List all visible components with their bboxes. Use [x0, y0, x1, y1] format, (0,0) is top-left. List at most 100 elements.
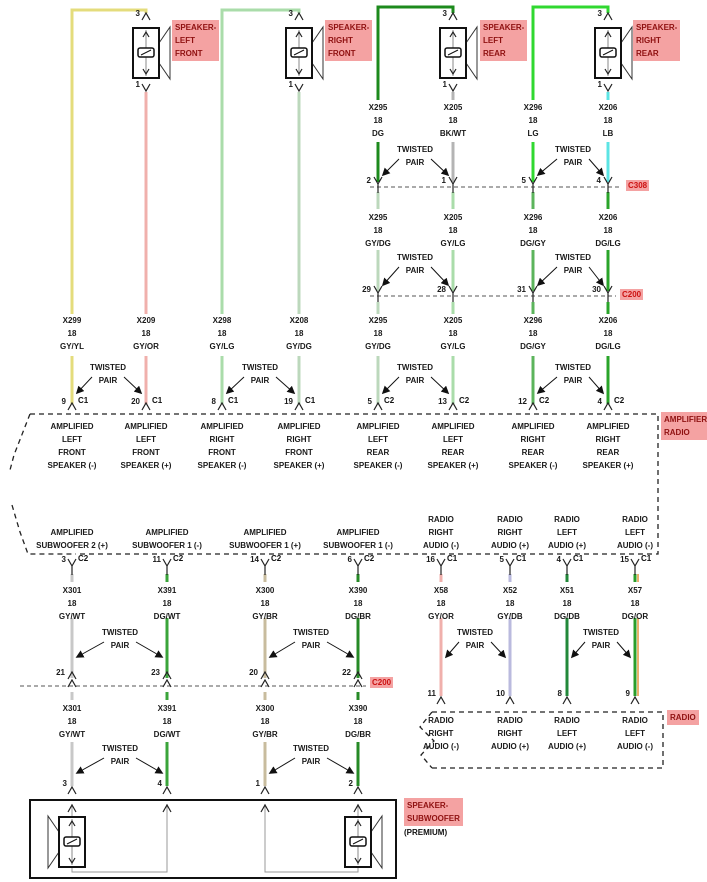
twisted-pair-label: TWISTED PAIR — [583, 628, 619, 650]
speaker-left-rear-tag: SPEAKER- LEFT REAR — [480, 20, 528, 61]
twisted-pair-label: TWISTED PAIR — [242, 363, 278, 385]
connector-name: C1 — [516, 554, 527, 563]
wire-label: X301 18 GY/WT — [58, 704, 86, 739]
amp-input-label: RADIO LEFT AUDIO (+) — [548, 515, 586, 550]
c308-pin-chevrons — [373, 176, 613, 194]
twisted-pair-label: TWISTED PAIR — [457, 628, 493, 650]
wire-x57-dg-or — [633, 574, 639, 696]
twisted-pair-label: TWISTED PAIR — [555, 253, 591, 275]
speaker-subwoofer-premium-label: (PREMIUM) — [404, 828, 448, 837]
twisted-pair-label: TWISTED PAIR — [555, 145, 591, 167]
pin-number: 4 — [556, 555, 561, 564]
pin-number: 12 — [518, 397, 527, 406]
pin-number: 2 — [348, 779, 353, 788]
c200-lower-pin-chevrons — [67, 671, 363, 688]
twisted-pair-label: TWISTED PAIR — [102, 628, 138, 650]
pin-number: 30 — [592, 285, 601, 294]
amp-output-label: AMPLIFIED LEFT REAR SPEAKER (+) — [427, 422, 479, 470]
pin-number: 1 — [288, 80, 293, 89]
wire-label: X206 18 DG/LG — [595, 213, 621, 248]
connector-name: C1 — [447, 554, 458, 563]
wire-label: X390 18 DG/BR — [345, 704, 371, 739]
amp-output-label: AMPLIFIED RIGHT FRONT SPEAKER (-) — [197, 422, 247, 470]
pin-number: 11 — [152, 555, 161, 564]
pin-number: 23 — [151, 668, 160, 677]
connector-name: C2 — [459, 396, 470, 405]
pin-number: 21 — [56, 668, 65, 677]
connector-name: C1 — [78, 396, 89, 405]
amp-input-label: AMPLIFIED SUBWOOFER 2 (+) — [36, 528, 108, 550]
wire-label: X58 18 GY/OR — [428, 586, 454, 621]
amplifier-radio-tag: AMPLIFIER- RADIO — [661, 412, 707, 440]
wire-label: X296 18 DG/GY — [520, 316, 546, 351]
wire-label: X295 18 GY/DG — [365, 213, 391, 248]
connector-c200-lower-tag: C200 — [370, 677, 394, 688]
amp-input-label: RADIO RIGHT AUDIO (-) — [423, 515, 459, 550]
pin-number: 3 — [288, 9, 293, 18]
c200-upper-pin-chevrons — [373, 285, 613, 303]
pin-number: 1 — [135, 80, 140, 89]
radio-input-label: RADIO RIGHT AUDIO (-) — [423, 716, 459, 751]
wire-label: X391 18 DG/WT — [153, 704, 181, 739]
pin-number: 9 — [61, 397, 66, 406]
twisted-pair-label: TWISTED PAIR — [397, 363, 433, 385]
subwoofer-internal-wires — [71, 804, 359, 873]
twisted-pair-label: TWISTED PAIR — [102, 744, 138, 766]
pin-number: 31 — [517, 285, 526, 294]
speaker-left-front-tag: SPEAKER- LEFT FRONT — [172, 20, 220, 61]
amp-output-label: AMPLIFIED RIGHT REAR SPEAKER (+) — [582, 422, 634, 470]
wire-x295-dg — [376, 5, 455, 182]
wire-label: X301 18 GY/WT — [58, 586, 86, 621]
pin-number: 29 — [362, 285, 371, 294]
pin-number: 1 — [441, 176, 446, 185]
wire-label: X391 18 DG/WT — [153, 586, 181, 621]
amp-output-label: AMPLIFIED LEFT FRONT SPEAKER (+) — [120, 422, 172, 470]
pin-number: 22 — [342, 668, 351, 677]
pin-number: 3 — [442, 9, 447, 18]
pin-number: 15 — [620, 555, 629, 564]
pin-number: 6 — [347, 555, 352, 564]
pin-number: 3 — [61, 555, 66, 564]
pin-number: 9 — [625, 689, 630, 698]
wire-x296-lg — [531, 5, 610, 182]
amp-top-pin-chevrons — [67, 402, 613, 411]
pin-number: 14 — [250, 555, 259, 564]
pin-number: 28 — [437, 285, 446, 294]
pin-number: 5 — [521, 176, 526, 185]
pin-number: 16 — [426, 555, 435, 564]
connector-name: C2 — [364, 554, 375, 563]
wire-x299-gy-yl — [70, 8, 148, 404]
wire-label: X57 18 DG/OR — [621, 586, 649, 621]
pin-number: 1 — [442, 80, 447, 89]
wire-label: X295 18 GY/DG — [365, 316, 391, 351]
amp-output-label: AMPLIFIED LEFT FRONT SPEAKER (-) — [47, 422, 97, 470]
subwoofer-box-outline — [29, 799, 397, 879]
amp-input-label: RADIO RIGHT AUDIO (+) — [491, 515, 529, 550]
twisted-pair-label: TWISTED PAIR — [90, 363, 126, 385]
pin-number: 4 — [596, 176, 601, 185]
radio-input-label: RADIO RIGHT AUDIO (+) — [491, 716, 529, 751]
twisted-pair-label: TWISTED PAIR — [397, 253, 433, 275]
radio-box-outline — [419, 711, 664, 769]
wire-label: X209 18 GY/OR — [133, 316, 159, 351]
pin-number: 19 — [284, 397, 293, 406]
pin-number: 13 — [438, 397, 447, 406]
wire-label: X52 18 GY/DB — [497, 586, 523, 621]
pin-number: 4 — [157, 779, 162, 788]
amp-output-label: AMPLIFIED LEFT REAR SPEAKER (-) — [353, 422, 403, 470]
amp-output-label: AMPLIFIED RIGHT FRONT SPEAKER (+) — [273, 422, 325, 470]
wire-label: X206 18 DG/LG — [595, 316, 621, 351]
wire-label: X300 18 GY/BR — [252, 704, 278, 739]
speaker-right-rear-tag: SPEAKER- RIGHT REAR — [633, 20, 681, 61]
radio-input-label: RADIO LEFT AUDIO (-) — [617, 716, 653, 751]
connector-c200-upper-tag: C200 — [620, 289, 644, 300]
twisted-pair-label: TWISTED PAIR — [397, 145, 433, 167]
speaker-right-front-icon — [285, 26, 324, 80]
wire-label: X205 18 BK/WT — [439, 103, 467, 138]
wire-label: X296 18 DG/GY — [520, 213, 546, 248]
speaker-subwoofer-tag: SPEAKER- SUBWOOFER — [404, 798, 463, 826]
wire-x298-gy-lg — [220, 8, 301, 404]
connector-name: C2 — [173, 554, 184, 563]
amp-input-label: AMPLIFIED SUBWOOFER 1 (+) — [229, 528, 301, 550]
